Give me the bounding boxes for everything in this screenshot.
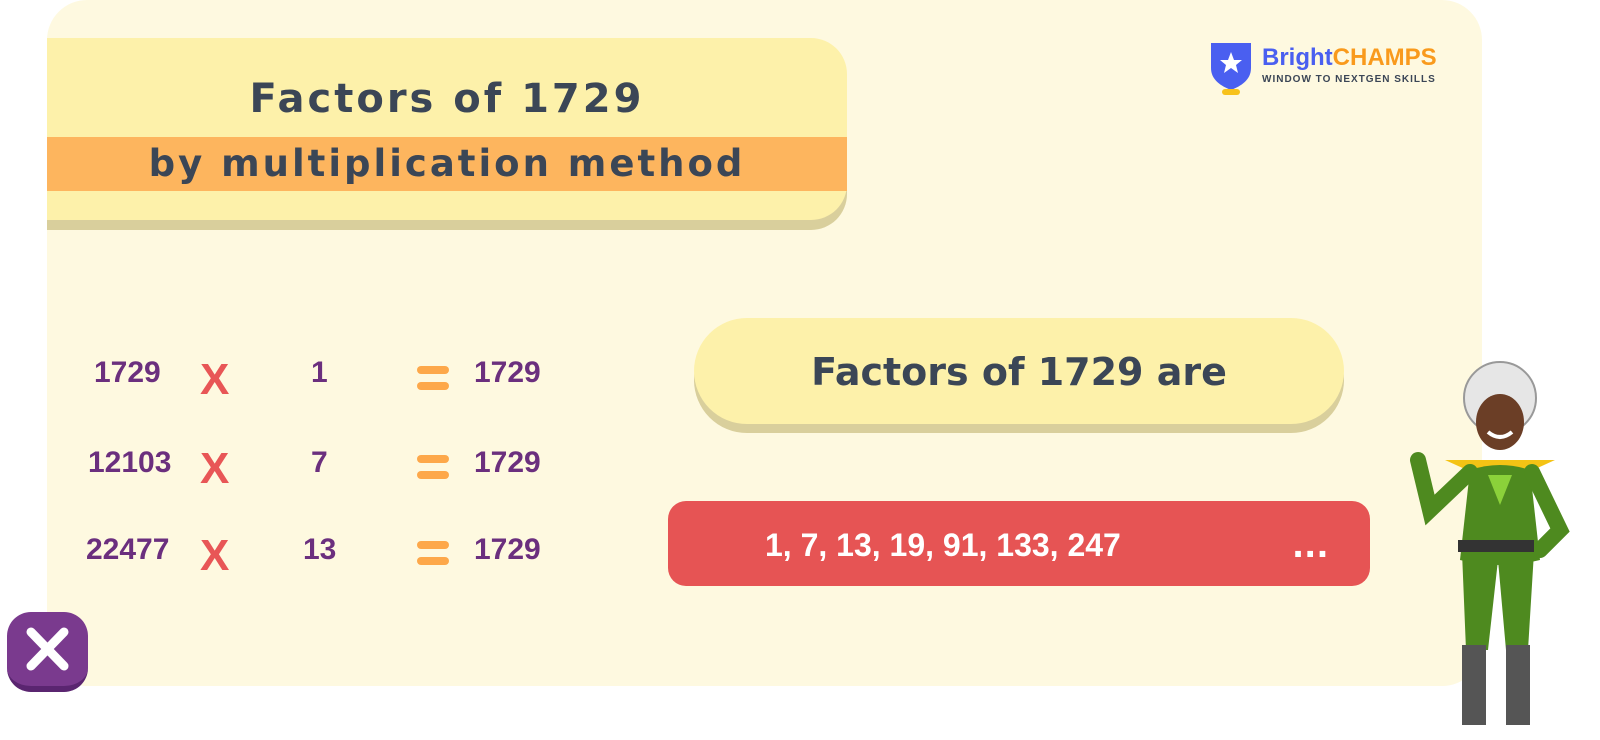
subtitle: by multiplication method bbox=[148, 142, 746, 185]
shield-star-icon bbox=[1211, 43, 1251, 95]
title: Factors of 1729 bbox=[249, 76, 645, 122]
eq1-result: 1729 bbox=[474, 356, 541, 389]
close-x-icon[interactable] bbox=[7, 612, 88, 692]
eq2-times: X bbox=[200, 444, 230, 493]
brand-part1: Bright bbox=[1262, 44, 1333, 71]
title-stripe bbox=[47, 137, 847, 191]
eq2-a: 12103 bbox=[88, 446, 172, 479]
superhero-character bbox=[1410, 361, 1570, 725]
eq3-b: 13 bbox=[303, 533, 337, 566]
equals-icon bbox=[417, 455, 449, 479]
factors-heading-pill bbox=[694, 318, 1344, 424]
eq3-result: 1729 bbox=[474, 533, 541, 566]
equals-icon bbox=[417, 541, 449, 565]
factors-box bbox=[668, 501, 1370, 586]
brand-name: BrightCHAMPS bbox=[1262, 44, 1437, 72]
equals-icon bbox=[417, 366, 449, 390]
brand-part2: CHAMPS bbox=[1332, 44, 1437, 71]
eq2-result: 1729 bbox=[474, 446, 541, 479]
factors-more: ... bbox=[1292, 527, 1329, 565]
factors-list: 1, 7, 13, 19, 91, 133, 247 bbox=[765, 527, 1121, 563]
eq1-a: 1729 bbox=[94, 356, 161, 389]
eq1-b: 1 bbox=[311, 356, 328, 389]
eq3-a: 22477 bbox=[86, 533, 170, 566]
eq2-b: 7 bbox=[311, 446, 328, 479]
brand-tagline: WINDOW TO NEXTGEN SKILLS bbox=[1262, 74, 1436, 85]
eq1-times: X bbox=[200, 355, 230, 404]
factors-heading: Factors of 1729 are bbox=[811, 350, 1227, 394]
title-banner bbox=[47, 38, 847, 220]
eq3-times: X bbox=[200, 531, 230, 580]
